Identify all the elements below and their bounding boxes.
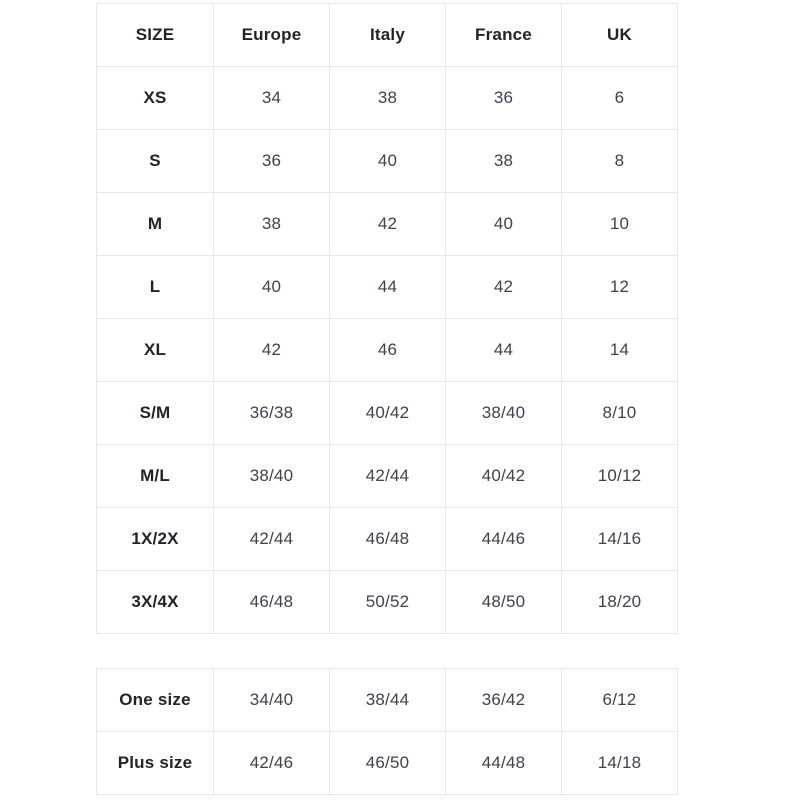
cell-uk: 14/16 [561, 507, 678, 571]
row-label: XL [96, 318, 214, 382]
cell-europe: 42/46 [213, 731, 330, 795]
column-header-uk: UK [561, 3, 678, 67]
cell-europe: 38/40 [213, 444, 330, 508]
cell-europe: 40 [213, 255, 330, 319]
cell-italy: 40/42 [329, 381, 446, 445]
table-row: One size 34/40 38/44 36/42 6/12 [96, 668, 678, 732]
cell-uk: 14 [561, 318, 678, 382]
cell-europe: 34 [213, 66, 330, 130]
cell-uk: 10 [561, 192, 678, 256]
cell-uk: 10/12 [561, 444, 678, 508]
cell-france: 40 [445, 192, 562, 256]
row-label: S [96, 129, 214, 193]
cell-italy: 38 [329, 66, 446, 130]
cell-italy: 42/44 [329, 444, 446, 508]
table-row: M/L 38/40 42/44 40/42 10/12 [96, 444, 678, 508]
cell-france: 48/50 [445, 570, 562, 634]
cell-france: 44/48 [445, 731, 562, 795]
cell-uk: 8/10 [561, 381, 678, 445]
one-size-conversion-table: One size 34/40 38/44 36/42 6/12 Plus siz… [96, 668, 678, 795]
column-header-italy: Italy [329, 3, 446, 67]
row-label: 1X/2X [96, 507, 214, 571]
row-label: M [96, 192, 214, 256]
cell-europe: 38 [213, 192, 330, 256]
cell-europe: 42 [213, 318, 330, 382]
row-label: Plus size [96, 731, 214, 795]
cell-uk: 12 [561, 255, 678, 319]
row-label: One size [96, 668, 214, 732]
cell-france: 44 [445, 318, 562, 382]
header-row: SIZE Europe Italy France UK [96, 3, 678, 67]
cell-france: 38/40 [445, 381, 562, 445]
cell-italy: 38/44 [329, 668, 446, 732]
table-row: M 38 42 40 10 [96, 192, 678, 256]
cell-italy: 50/52 [329, 570, 446, 634]
cell-europe: 46/48 [213, 570, 330, 634]
cell-europe: 36/38 [213, 381, 330, 445]
table-row: L 40 44 42 12 [96, 255, 678, 319]
cell-france: 44/46 [445, 507, 562, 571]
cell-italy: 46 [329, 318, 446, 382]
table-body: XS 34 38 36 6 S 36 40 38 8 M 38 42 40 10 [96, 66, 678, 634]
cell-uk: 6/12 [561, 668, 678, 732]
cell-uk: 18/20 [561, 570, 678, 634]
table-row: Plus size 42/46 46/50 44/48 14/18 [96, 731, 678, 795]
table-header: SIZE Europe Italy France UK [96, 3, 678, 67]
row-label: S/M [96, 381, 214, 445]
row-label: M/L [96, 444, 214, 508]
row-label: 3X/4X [96, 570, 214, 634]
cell-italy: 44 [329, 255, 446, 319]
table-row: XS 34 38 36 6 [96, 66, 678, 130]
cell-france: 38 [445, 129, 562, 193]
cell-europe: 42/44 [213, 507, 330, 571]
table-row: 3X/4X 46/48 50/52 48/50 18/20 [96, 570, 678, 634]
cell-italy: 42 [329, 192, 446, 256]
table-row: S 36 40 38 8 [96, 129, 678, 193]
table-row: 1X/2X 42/44 46/48 44/46 14/16 [96, 507, 678, 571]
row-label: L [96, 255, 214, 319]
table-body: One size 34/40 38/44 36/42 6/12 Plus siz… [96, 668, 678, 795]
table-row: S/M 36/38 40/42 38/40 8/10 [96, 381, 678, 445]
cell-uk: 14/18 [561, 731, 678, 795]
table-row: XL 42 46 44 14 [96, 318, 678, 382]
cell-italy: 46/48 [329, 507, 446, 571]
cell-europe: 36 [213, 129, 330, 193]
cell-europe: 34/40 [213, 668, 330, 732]
cell-uk: 8 [561, 129, 678, 193]
cell-france: 36 [445, 66, 562, 130]
cell-italy: 40 [329, 129, 446, 193]
cell-italy: 46/50 [329, 731, 446, 795]
cell-france: 40/42 [445, 444, 562, 508]
column-header-france: France [445, 3, 562, 67]
cell-france: 42 [445, 255, 562, 319]
row-label: XS [96, 66, 214, 130]
column-header-europe: Europe [213, 3, 330, 67]
cell-uk: 6 [561, 66, 678, 130]
cell-france: 36/42 [445, 668, 562, 732]
size-conversion-table: SIZE Europe Italy France UK XS 34 38 36 … [96, 3, 678, 634]
column-header-size: SIZE [96, 3, 214, 67]
